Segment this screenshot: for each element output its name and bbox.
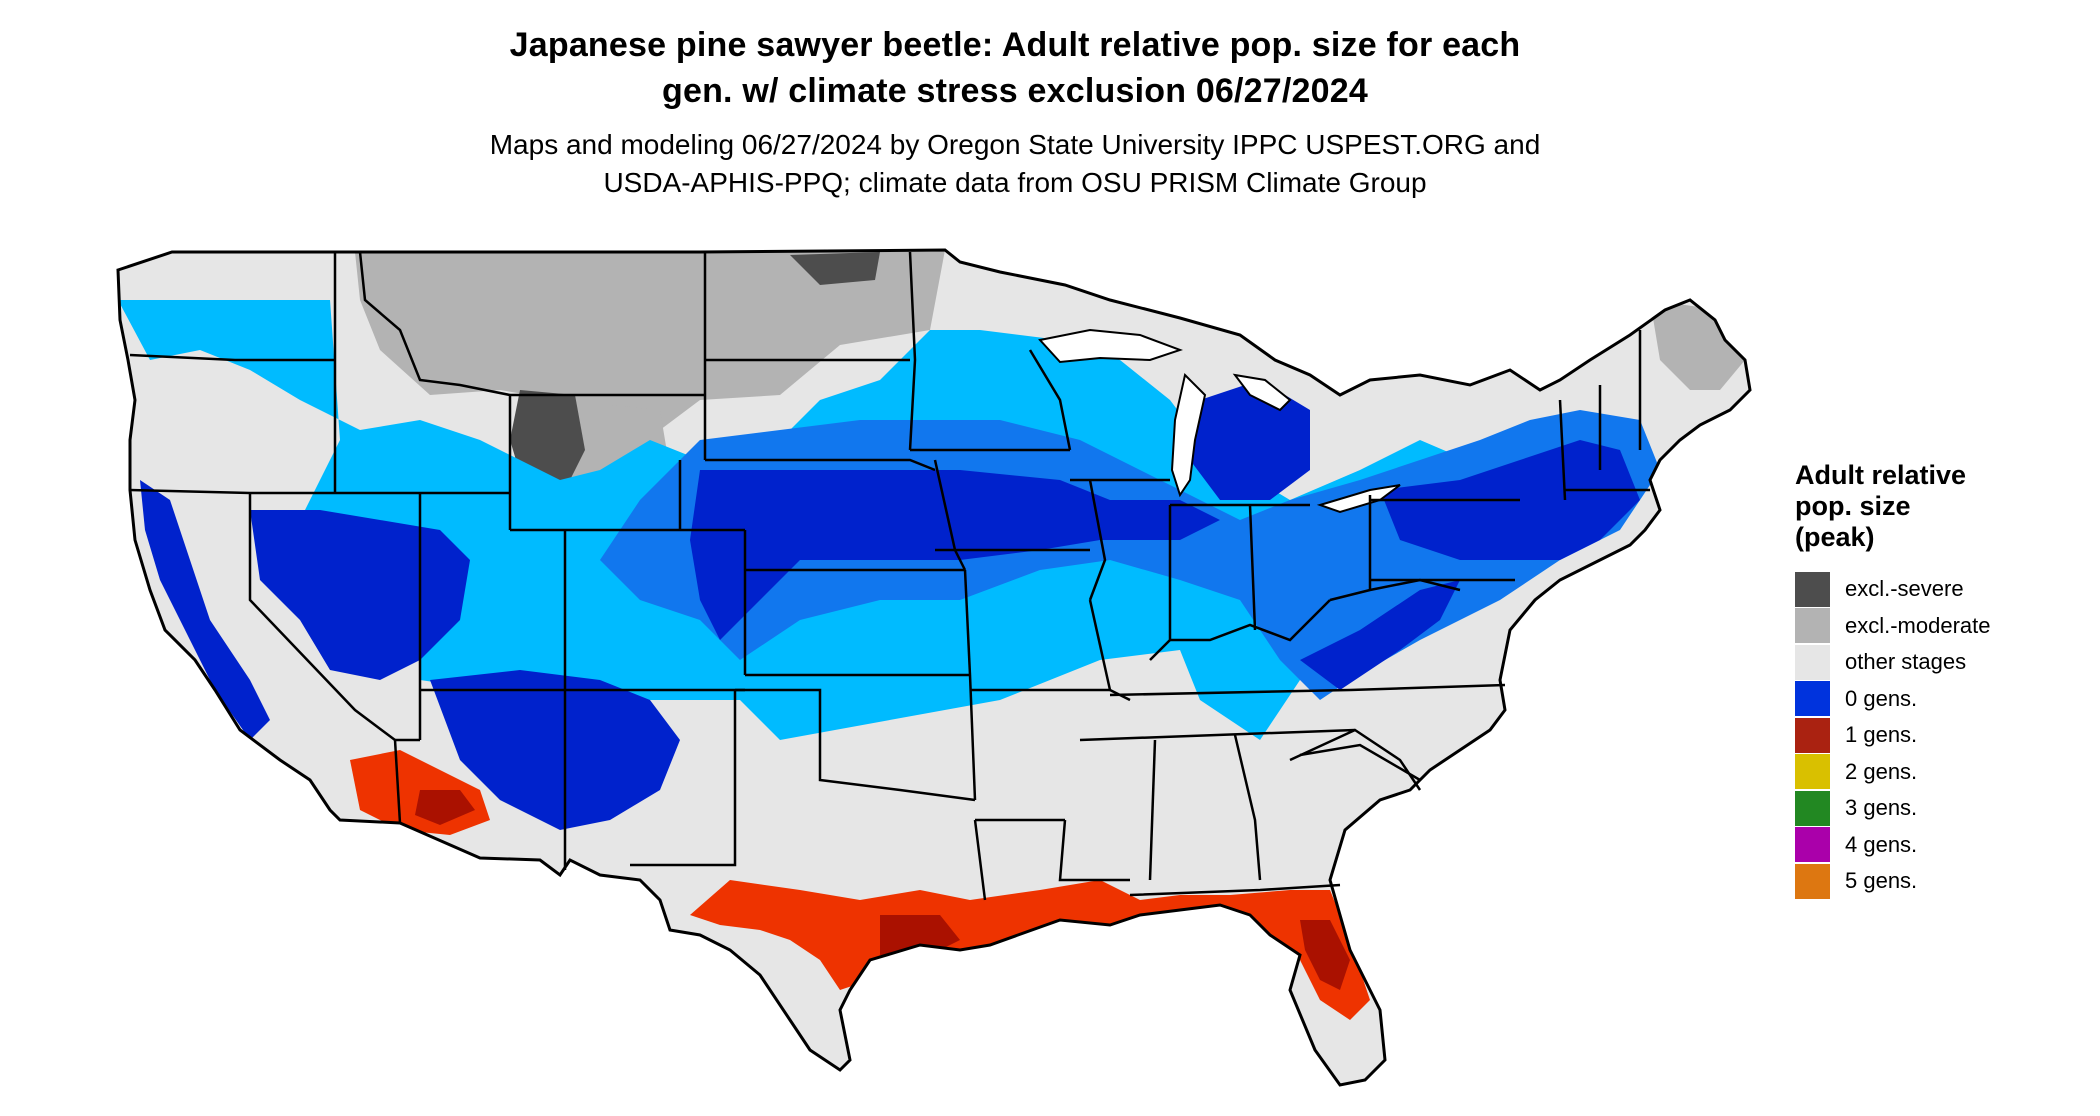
- region-excl-moderate-north: [355, 250, 945, 430]
- legend-item: 5 gens.: [1795, 863, 2085, 900]
- legend-items: excl.-severe excl.-moderate other stages 0 …: [1795, 571, 2085, 900]
- lake-huron: [1232, 373, 1292, 412]
- border-ok-ar: [968, 674, 977, 801]
- us-outline: [116, 248, 1752, 1087]
- border-al-ga: [1233, 734, 1262, 881]
- border-nd-mn: [908, 251, 917, 451]
- legend-title-line-2: pop. size: [1795, 491, 1911, 521]
- border-ks-mo: [963, 569, 972, 676]
- border-ok-tx: [735, 688, 976, 802]
- legend-swatch: [1795, 608, 1830, 644]
- border-ga-fl: [1129, 883, 1341, 897]
- border-ne-ia: [933, 459, 967, 571]
- legend-item: excl.-severe: [1795, 571, 2085, 608]
- border-mo-il-ky: [1088, 599, 1112, 691]
- legend-label: 4 gens.: [1845, 831, 1918, 857]
- legend-label: 5 gens.: [1845, 868, 1918, 894]
- border-tx-la: [973, 819, 987, 901]
- border-az-ca: [393, 739, 402, 824]
- legend-label: 2 gens.: [1845, 758, 1918, 784]
- legend-item: 4 gens.: [1795, 827, 2085, 864]
- legend-item: 0 gens.: [1795, 681, 2085, 718]
- legend-item: 3 gens.: [1795, 790, 2085, 827]
- map-title-line-2: gen. w/ climate stress exclusion 06/27/2…: [662, 72, 1368, 110]
- border-tn-ms-al-ga: [1079, 728, 1356, 742]
- legend-label: 3 gens.: [1845, 795, 1918, 821]
- border-la-ms: [1058, 819, 1130, 882]
- region-dark-blue-great-basin: [250, 510, 470, 680]
- border-nm-tx: [630, 690, 737, 867]
- border-id-mt: [358, 251, 511, 397]
- border-ia-il: [1088, 479, 1107, 601]
- legend-item: other stages: [1795, 644, 2085, 681]
- legend-swatch: [1795, 754, 1830, 790]
- map-subtitle-line-2: USDA-APHIS-PPQ; climate data from OSU PR…: [603, 167, 1427, 198]
- legend-title: Adult relative pop. size (peak): [1795, 460, 2085, 553]
- lake-superior: [1038, 328, 1183, 364]
- model-regions: [118, 250, 1745, 1020]
- region-dark-blue-appalachia: [1300, 580, 1460, 690]
- border-wa-or: [129, 353, 335, 362]
- legend: Adult relative pop. size (peak) excl.-se…: [1795, 460, 2085, 900]
- legend-swatch: [1795, 644, 1830, 680]
- legend-title-line-1: Adult relative: [1795, 460, 1967, 490]
- region-dark-red-arizona: [415, 790, 475, 825]
- map-title: Japanese pine sawyer beetle: Adult relat…: [290, 22, 1740, 114]
- map-subtitle-line-1: Maps and modeling 06/27/2024 by Oregon S…: [489, 129, 1541, 160]
- legend-swatch: [1795, 790, 1830, 826]
- border-ca-nv: [248, 493, 396, 741]
- map-title-line-1: Japanese pine sawyer beetle: Adult relat…: [509, 26, 1521, 64]
- legend-item: 2 gens.: [1795, 754, 2085, 791]
- legend-swatch: [1795, 717, 1830, 753]
- border-ny-ne: [1558, 399, 1567, 501]
- lake-michigan: [1170, 373, 1207, 498]
- us-map: [116, 248, 1752, 1087]
- map-subtitle: Maps and modeling 06/27/2024 by Oregon S…: [290, 126, 1740, 202]
- border-ms-al: [1148, 739, 1157, 881]
- legend-label: 0 gens.: [1845, 685, 1918, 711]
- border-in-oh: [1248, 504, 1257, 631]
- region-dark-blue-california: [140, 480, 270, 740]
- legend-swatch: [1795, 827, 1830, 863]
- region-dark-blue-plains: [690, 470, 1220, 640]
- legend-label: other stages: [1845, 649, 1967, 675]
- region-dark-blue-southwest: [430, 670, 680, 830]
- legend-label: 1 gens.: [1845, 722, 1918, 748]
- legend-swatch: [1795, 681, 1830, 717]
- border-oh-ky: [1170, 599, 1331, 642]
- border-ky-tn: [1109, 688, 1351, 697]
- legend-swatch: [1795, 571, 1830, 607]
- legend-item: excl.-moderate: [1795, 608, 2085, 645]
- region-dark-red-florida: [1300, 920, 1350, 990]
- border-nc-va: [1349, 683, 1506, 692]
- legend-label: excl.-moderate: [1845, 612, 1991, 638]
- legend-item: 1 gens.: [1795, 717, 2085, 754]
- region-excl-severe-nd: [790, 252, 880, 285]
- border-sd-ne: [705, 458, 936, 472]
- border-nc-sc: [1299, 743, 1421, 782]
- legend-label: excl.-severe: [1845, 576, 1964, 602]
- border-mn-wi: [1028, 349, 1072, 451]
- legend-swatch: [1795, 863, 1830, 899]
- lake-erie: [1316, 484, 1401, 514]
- border-wv-va: [1329, 578, 1461, 602]
- state-borders: [129, 251, 1650, 901]
- legend-title-line-3: (peak): [1795, 522, 1875, 552]
